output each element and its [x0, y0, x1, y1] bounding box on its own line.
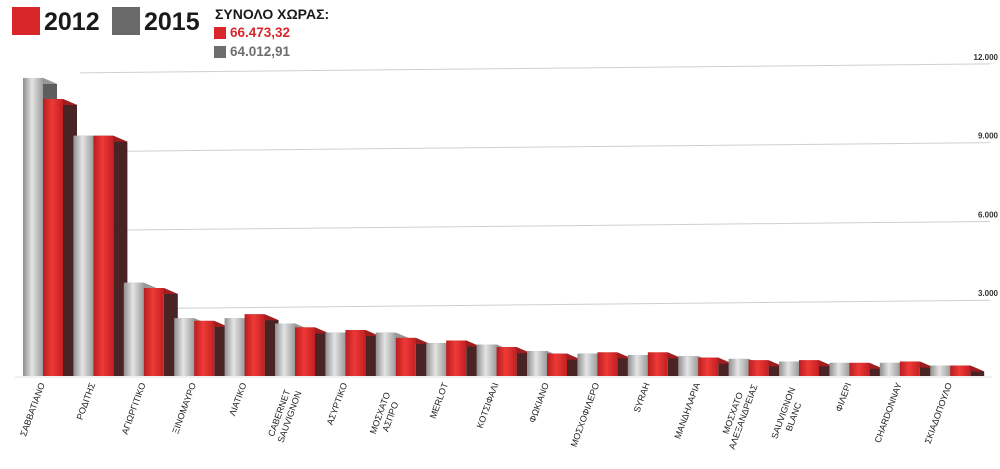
bar-2012 [143, 288, 164, 376]
bar-2015 [73, 135, 94, 376]
x-tick-label: ΜΑΝΔΗΛΑΡΙΑ [672, 381, 702, 440]
x-tick-label: ΣΚΙΑΔΟΠΟΥΛΟ [923, 381, 954, 445]
bar-2012 [748, 360, 769, 376]
x-tick-label: ΦΙΛΕΡΙ [834, 381, 854, 413]
total-2015-value: 64.012,91 [230, 44, 291, 59]
bar-2015 [23, 77, 43, 376]
x-tick-label: ΜΟΣΧΑΤΟΑΣΠΡΟ [368, 391, 403, 439]
bar-2015 [728, 358, 749, 376]
x-tick-label: ΚΟΤΣΙΦΑΛΙ [475, 381, 501, 429]
x-tick-label: ΑΣΥΡΤΙΚΟ [325, 381, 350, 426]
y-tick-label: 12.000 [974, 53, 999, 62]
x-tick-label: ΣΑΒΒΑΤΙΑΝΟ [18, 381, 47, 437]
bar-2015 [577, 353, 598, 376]
x-tick-label: CHARDONNAY [873, 381, 904, 444]
bar-2015 [829, 362, 850, 376]
x-tick-label: ΜΟΣΧΑΤΟΑΛΕΞΑΝΔΡΕΙΑΣ [716, 379, 759, 451]
bar-2012 [647, 352, 668, 376]
x-tick-label: ΦΩΚΙΑΝΟ [527, 381, 551, 424]
bar-2015 [325, 332, 346, 376]
x-tick-label: CABERNETSAUVIGNON [265, 386, 303, 444]
bar-2015 [174, 318, 195, 376]
bar-2012 [244, 314, 265, 376]
x-tick-label: ΜΟΣΧΟΦΙΛΕΡΟ [569, 381, 602, 448]
bar-2015 [879, 362, 900, 376]
legend-2015-swatch [112, 7, 140, 35]
y-tick-label: 9.000 [978, 132, 999, 141]
legend-2012-label: 2012 [44, 8, 100, 36]
bar-2012 [194, 320, 215, 376]
gridline [79, 220, 991, 231]
gridline [79, 142, 991, 153]
bar-2015 [426, 343, 447, 376]
legend-2012-swatch [12, 7, 40, 35]
total-row-2012: 66.473,32 [214, 25, 290, 40]
bar-2015 [375, 332, 396, 376]
gridline [79, 299, 991, 310]
bar-2012 [597, 352, 618, 376]
bar-2015 [123, 282, 144, 376]
bar-2012 [698, 357, 719, 376]
x-tick-label: ΡΟΔΙΤΗΣ [75, 381, 98, 421]
bar-2015 [678, 356, 699, 376]
bar-2012 [950, 365, 971, 376]
bar-2015 [275, 323, 295, 376]
total-2015-swatch [214, 45, 226, 58]
bar-2015 [627, 354, 648, 376]
y-tick-label: 6.000 [978, 210, 999, 219]
bar-2012 [395, 337, 416, 376]
bar-2012 [295, 327, 315, 376]
total-row-2015: 64.012,91 [214, 44, 290, 59]
x-tick-label: ΞΙΝΟΜΑΥΡΟ [170, 381, 198, 435]
bar-2015 [476, 344, 497, 376]
bar-2012 [496, 347, 517, 376]
x-tick-label: SAUVIGNONBLANC [769, 386, 807, 444]
x-tick-label: SYRAH [632, 381, 652, 414]
x-tick-label: ΛΙΑΤΙΚΟ [227, 381, 248, 417]
bar-2015 [930, 365, 951, 376]
x-tick-label: ΑΓΙΩΡΓΙΤΙΚΟ [120, 381, 148, 436]
bar-2015 [527, 351, 547, 376]
bar-2012 [43, 98, 63, 376]
total-2012-value: 66.473,32 [230, 25, 291, 40]
bar-2012 [849, 362, 870, 376]
x-tick-label: MERLOT [428, 381, 450, 420]
total-2012-swatch [214, 26, 226, 39]
bar-2015 [779, 361, 799, 376]
bar-2012 [446, 340, 467, 376]
bar-2015 [224, 318, 245, 376]
bar-2012 [799, 360, 819, 376]
bar-2012 [899, 361, 920, 376]
legend-2015-label: 2015 [144, 8, 200, 36]
gridline [79, 63, 991, 74]
bar-2012 [547, 353, 567, 376]
total-title: ΣΥΝΟΛΟ ΧΩΡΑΣ: [215, 6, 330, 22]
bar-2012 [93, 135, 114, 376]
y-tick-label: 3.000 [978, 289, 999, 298]
bar-2012 [345, 330, 366, 376]
